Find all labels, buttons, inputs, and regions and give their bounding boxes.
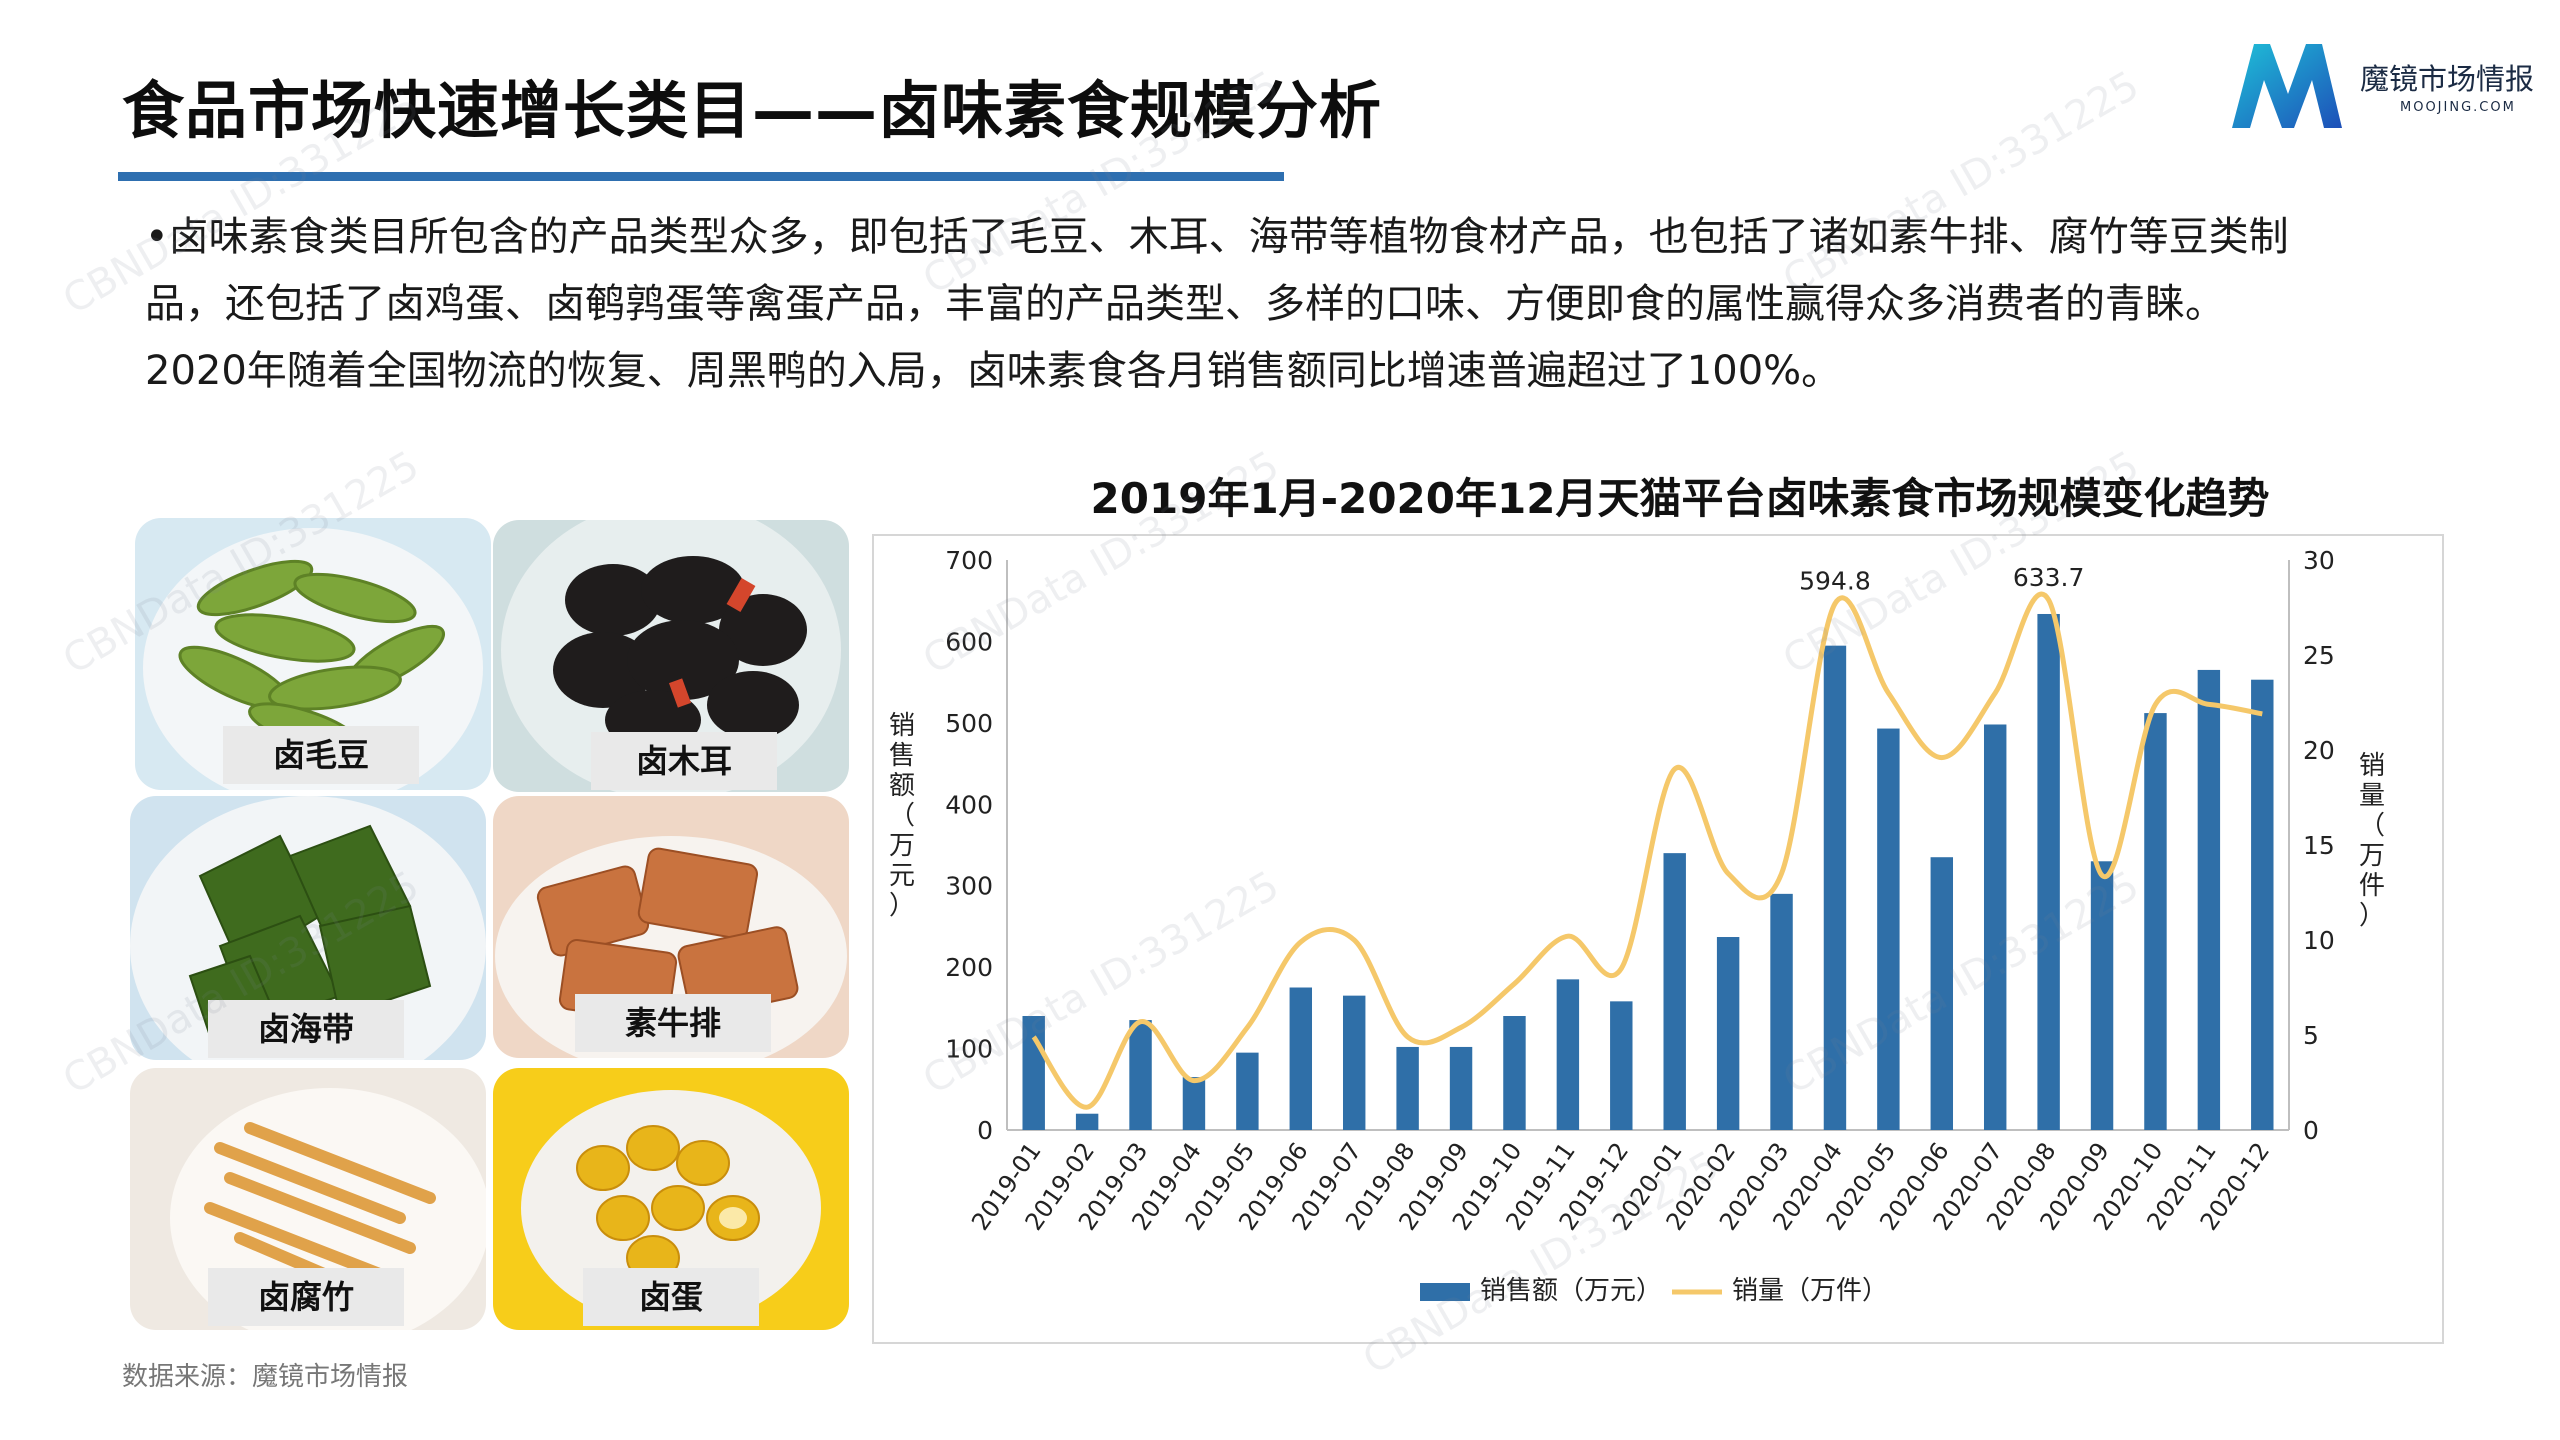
edamame-image	[143, 528, 483, 790]
y-axis-title: 销售额（万元）	[889, 711, 915, 921]
y-tick-label: 400	[945, 790, 993, 819]
bar	[1342, 995, 1366, 1130]
logo-name: 魔镜市场情报	[2360, 62, 2535, 96]
intro-paragraph: •卤味素食类目所包含的产品类型众多，即包括了毛豆、木耳、海带等植物食材产品，也包…	[145, 204, 2465, 405]
data-source: 数据来源：魔镜市场情报	[122, 1362, 409, 1392]
data-label: 594.8	[1799, 567, 1871, 596]
bar	[2144, 713, 2167, 1130]
bar	[1289, 987, 1313, 1130]
sales-chart: 0 100 200 300 400 500 600 700 0 5 10 15 20 25 30 销售额（万元…	[889, 546, 2385, 1306]
bar	[1716, 937, 1740, 1130]
bar	[1770, 893, 1793, 1130]
logo-domain: MOOJING.COM	[2400, 100, 2516, 115]
y-tick-label: 600	[945, 627, 993, 656]
egg-image	[521, 1090, 821, 1326]
bar	[1022, 1016, 1045, 1130]
photo-label: 卤毛豆	[223, 726, 419, 784]
photo-tofu-skin: 卤腐竹	[130, 1068, 486, 1330]
bar	[1823, 645, 1847, 1130]
photo-label: 卤海带	[208, 1000, 404, 1058]
photo-label: 素牛排	[575, 994, 771, 1052]
chart-title: 2019年1月-2020年12月天猫平台卤味素食市场规模变化趋势	[1090, 474, 2270, 523]
y2-tick-label: 15	[2303, 831, 2335, 860]
bar	[1129, 1020, 1152, 1130]
y2-tick-label: 25	[2303, 641, 2335, 670]
bar	[1930, 857, 1954, 1130]
photo-kelp: 卤海带	[130, 796, 486, 1060]
bar	[1075, 1113, 1099, 1130]
photo-egg: 卤蛋	[493, 1068, 849, 1330]
bar	[1877, 728, 1900, 1130]
bar	[1556, 979, 1580, 1130]
chart-frame	[872, 534, 2444, 1344]
y-tick-label: 200	[945, 953, 993, 982]
data-label: 633.7	[2013, 563, 2085, 592]
bar	[1983, 724, 2007, 1130]
page-title: 食品市场快速增长类目——卤味素食规模分析	[122, 74, 1383, 147]
bar	[2090, 861, 2114, 1130]
wood-ear-image	[501, 520, 841, 792]
photo-label: 卤蛋	[583, 1268, 759, 1326]
y-tick-label: 0	[977, 1116, 993, 1145]
bar	[2037, 613, 2060, 1130]
y-tick-label: 500	[945, 709, 993, 738]
photo-label: 卤木耳	[591, 732, 777, 790]
y-tick-label: 700	[945, 546, 993, 575]
bar	[1236, 1052, 1259, 1130]
y2-tick-label: 10	[2303, 926, 2335, 955]
photo-wood-ear: 卤木耳	[493, 520, 849, 792]
bar	[1663, 853, 1686, 1130]
paragraph-line: •卤味素食类目所包含的产品类型众多，即包括了毛豆、木耳、海带等植物食材产品，也包…	[145, 214, 2289, 260]
title-underline	[118, 172, 1284, 181]
y-tick-label: 300	[945, 872, 993, 901]
bar	[2197, 669, 2221, 1130]
bar	[1396, 1046, 1419, 1130]
y2-tick-label: 5	[2303, 1021, 2319, 1050]
kelp-image	[130, 796, 486, 1060]
y2-tick-label: 0	[2303, 1116, 2319, 1145]
y2-axis-title: 销量（万件）	[2359, 751, 2385, 931]
legend-label: 销量（万件）	[1732, 1276, 1888, 1306]
bar	[2251, 679, 2274, 1130]
legend-label: 销售额（万元）	[1480, 1276, 1662, 1306]
photo-veg-steak: 素牛排	[493, 796, 849, 1058]
bar	[1503, 1016, 1526, 1130]
paragraph-line: 2020年随着全国物流的恢复、周黑鸭的入局，卤味素食各月销售额同比增速普遍超过了…	[145, 348, 1842, 394]
y2-tick-label: 30	[2303, 546, 2335, 575]
series-line	[1031, 591, 2263, 1110]
bar	[1182, 1077, 1206, 1130]
paragraph-line: 品，还包括了卤鸡蛋、卤鹌鹑蛋等禽蛋产品，丰富的产品类型、多样的口味、方便即食的属…	[145, 281, 2225, 327]
photo-label: 卤腐竹	[208, 1268, 404, 1326]
y-tick-label: 100	[945, 1035, 993, 1064]
photo-edamame: 卤毛豆	[135, 518, 491, 790]
legend-swatch-bar	[1420, 1283, 1470, 1301]
moojing-logo	[2232, 44, 2342, 128]
y2-tick-label: 20	[2303, 736, 2335, 765]
bar	[1449, 1046, 1473, 1130]
bar	[1610, 1001, 1633, 1130]
